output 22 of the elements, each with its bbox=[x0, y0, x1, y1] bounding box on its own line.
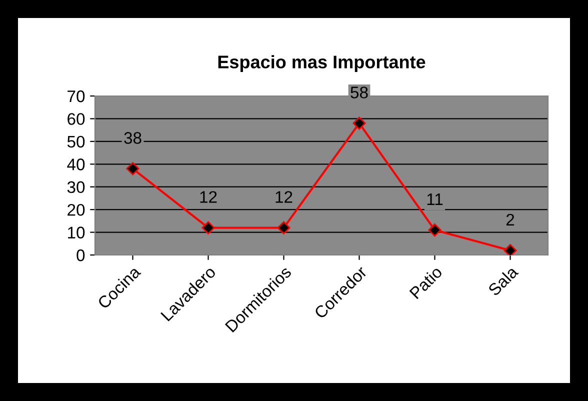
point bbox=[126, 162, 140, 176]
y-tick-label: 40 bbox=[67, 158, 85, 170]
point bbox=[504, 244, 517, 255]
y-tick-label: 10 bbox=[68, 226, 85, 238]
y-tick-label: 20 bbox=[68, 204, 85, 216]
point bbox=[352, 116, 366, 130]
data-label: 12 bbox=[276, 191, 292, 203]
chart-title: Espacio mas Importante bbox=[218, 55, 426, 72]
point bbox=[277, 221, 290, 234]
y-tick-label: 0 bbox=[76, 249, 85, 262]
y-tick-label: 50 bbox=[67, 136, 85, 148]
y-tick-label: 60 bbox=[68, 113, 85, 125]
x-tick-label: Sala bbox=[487, 264, 519, 296]
data-label: 38 bbox=[124, 132, 142, 144]
y-tick-label: 30 bbox=[67, 181, 85, 194]
data-label: 2 bbox=[506, 214, 514, 226]
point bbox=[428, 223, 442, 237]
data-label: 58 bbox=[350, 86, 368, 98]
data-label: 12 bbox=[200, 191, 217, 203]
data-label: 11 bbox=[427, 194, 443, 206]
y-tick-label: 70 bbox=[68, 90, 85, 102]
point bbox=[202, 221, 215, 234]
